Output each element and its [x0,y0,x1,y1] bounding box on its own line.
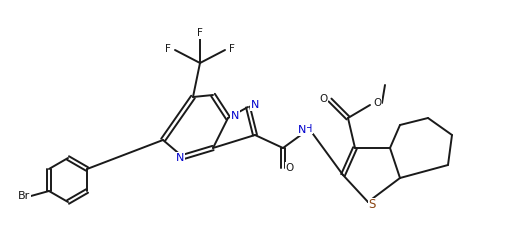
Text: N: N [298,125,306,135]
Text: F: F [229,44,235,54]
Text: Br: Br [18,191,30,201]
Text: H: H [305,124,313,134]
Text: O: O [373,98,381,108]
Text: F: F [197,28,203,38]
Text: N: N [251,100,259,110]
Text: N: N [231,111,239,121]
Text: N: N [176,153,184,163]
Text: O: O [319,94,327,104]
Text: S: S [368,198,376,211]
Text: O: O [286,163,294,173]
Text: F: F [165,44,171,54]
